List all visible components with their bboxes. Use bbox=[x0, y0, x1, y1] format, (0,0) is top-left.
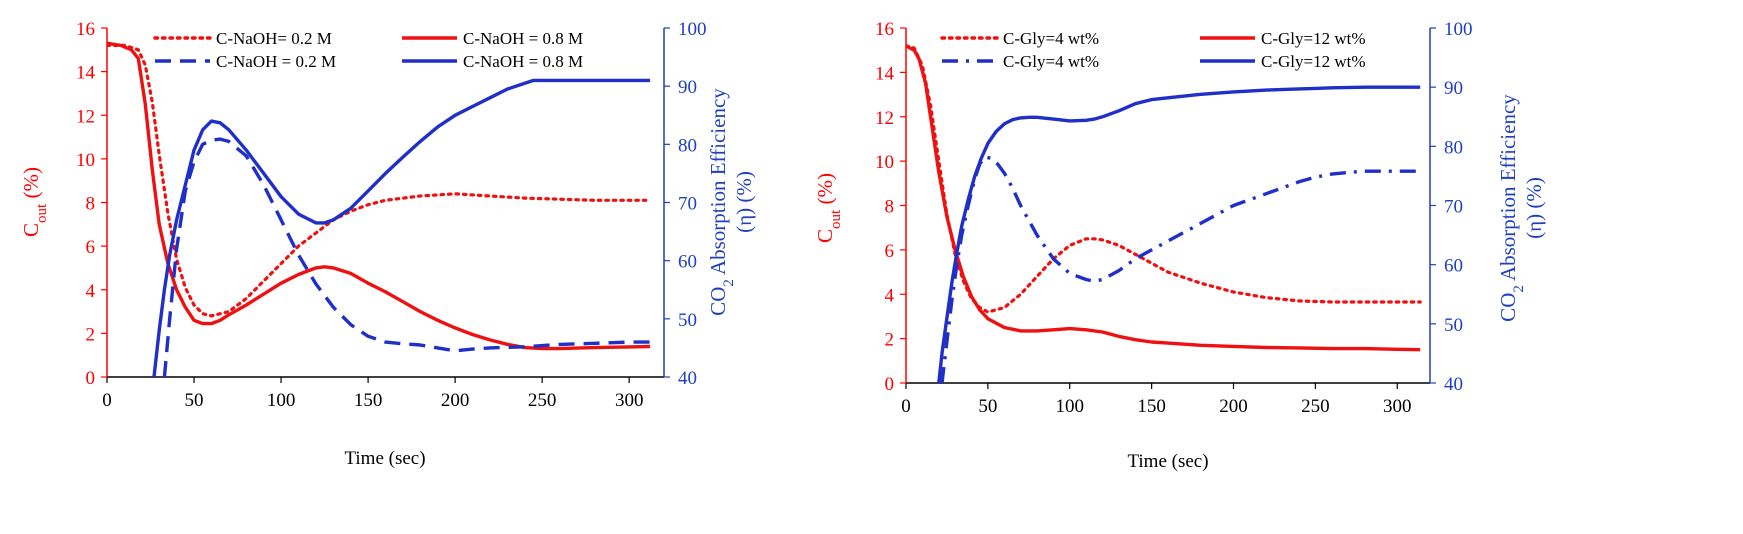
y-right-tick-label: 100 bbox=[1444, 19, 1473, 40]
chart-glycine: 0 50 100 150 200 250 300 0 2 4 6 8 10 12 14 16 40 50 60 70 8… bbox=[813, 19, 1546, 472]
y-left-tick-label: 10 bbox=[875, 152, 894, 173]
y-left-tick-label: 12 bbox=[875, 108, 894, 129]
legend-label: C-NaOH= 0.2 M bbox=[216, 29, 332, 48]
x-tick-label: 0 bbox=[102, 390, 112, 411]
y-right-tick-label: 90 bbox=[678, 77, 697, 98]
y-left-tick-label: 4 bbox=[885, 285, 895, 306]
y-left-axis-title: Cout (%) bbox=[813, 173, 844, 243]
y-left-tick-label: 10 bbox=[76, 150, 95, 171]
x-tick-label: 300 bbox=[1383, 396, 1412, 417]
x-tick-label: 200 bbox=[1219, 396, 1248, 417]
series-line-blue-dashed bbox=[162, 137, 651, 377]
series-line-red-solid bbox=[906, 44, 1421, 352]
legend-label: C-Gly=4 wt% bbox=[1003, 29, 1099, 48]
y-right-tick-label: 100 bbox=[678, 19, 707, 40]
x-tick-label: 150 bbox=[354, 390, 383, 411]
x-tick-label: 250 bbox=[528, 390, 557, 411]
y-right-tick-label: 60 bbox=[678, 252, 697, 273]
y-right-axis-title: CO2 Absorption Efficiency(η) (%) bbox=[1496, 94, 1546, 322]
y-left-tick-label: 0 bbox=[86, 368, 96, 389]
x-tick-label: 150 bbox=[1137, 396, 1166, 417]
y-right-tick-label: 50 bbox=[678, 310, 697, 331]
y-left-tick-label: 16 bbox=[76, 19, 95, 40]
x-tick-label: 50 bbox=[185, 390, 204, 411]
y-left-tick-label: 14 bbox=[76, 63, 96, 84]
y-left-tick-label: 0 bbox=[885, 374, 895, 395]
x-tick-label: 100 bbox=[1056, 396, 1085, 417]
y-left-axis-title: Cout (%) bbox=[19, 167, 50, 237]
x-axis-title: Time (sec) bbox=[344, 448, 425, 469]
series-line-blue-solid bbox=[937, 85, 1421, 383]
y-left-tick-label: 6 bbox=[885, 241, 895, 262]
x-tick-label: 0 bbox=[901, 396, 911, 417]
series-line-red-solid bbox=[107, 41, 651, 351]
y-left-tick-label: 16 bbox=[875, 19, 894, 40]
y-left-tick-label: 6 bbox=[86, 237, 96, 258]
y-right-tick-label: 80 bbox=[678, 135, 697, 156]
x-tick-label: 300 bbox=[615, 390, 644, 411]
y-left-tick-label: 14 bbox=[875, 63, 895, 84]
series-line-red-dotted bbox=[906, 44, 1422, 314]
chart-naoh: 0 50 100 150 200 250 300 0 2 4 6 8 10 12 14 16 40 50 60 70 8… bbox=[19, 19, 756, 469]
series-line-red-dotted bbox=[107, 43, 652, 318]
y-left-tick-label: 2 bbox=[86, 324, 96, 345]
y-left-tick-label: 8 bbox=[86, 194, 96, 215]
y-right-tick-label: 40 bbox=[678, 368, 697, 389]
y-right-tick-label: 90 bbox=[1444, 78, 1463, 99]
y-right-tick-label: 50 bbox=[1444, 315, 1463, 336]
x-tick-label: 100 bbox=[267, 390, 296, 411]
y-left-tick-label: 2 bbox=[885, 330, 895, 351]
y-right-tick-label: 70 bbox=[1444, 197, 1463, 218]
y-right-tick-label: 80 bbox=[1444, 137, 1463, 158]
legend-label: C-Gly=12 wt% bbox=[1261, 29, 1366, 48]
series-line-blue-dashdot bbox=[940, 155, 1421, 383]
y-right-axis-title: CO2 Absorption Efficiency(η) (%) bbox=[706, 88, 756, 316]
y-left-tick-label: 12 bbox=[76, 106, 95, 127]
legend-label: C-Gly=4 wt% bbox=[1003, 52, 1099, 71]
x-tick-label: 200 bbox=[441, 390, 470, 411]
y-left-tick-label: 8 bbox=[885, 197, 895, 218]
legend-label: C-NaOH = 0.2 M bbox=[216, 52, 336, 71]
plot-area bbox=[107, 41, 652, 377]
y-right-tick-label: 60 bbox=[1444, 256, 1463, 277]
y-right-tick-label: 70 bbox=[678, 194, 697, 215]
x-axis-title: Time (sec) bbox=[1127, 451, 1208, 472]
plot-area bbox=[906, 44, 1422, 383]
legend-label: C-NaOH = 0.8 M bbox=[463, 52, 583, 71]
legend-label: C-Gly=12 wt% bbox=[1261, 52, 1366, 71]
y-right-tick-label: 40 bbox=[1444, 374, 1463, 395]
series-line-blue-solid bbox=[152, 78, 651, 377]
y-left-tick-label: 4 bbox=[86, 281, 96, 302]
x-tick-label: 250 bbox=[1301, 396, 1330, 417]
legend-label: C-NaOH = 0.8 M bbox=[463, 29, 583, 48]
x-tick-label: 50 bbox=[978, 396, 997, 417]
